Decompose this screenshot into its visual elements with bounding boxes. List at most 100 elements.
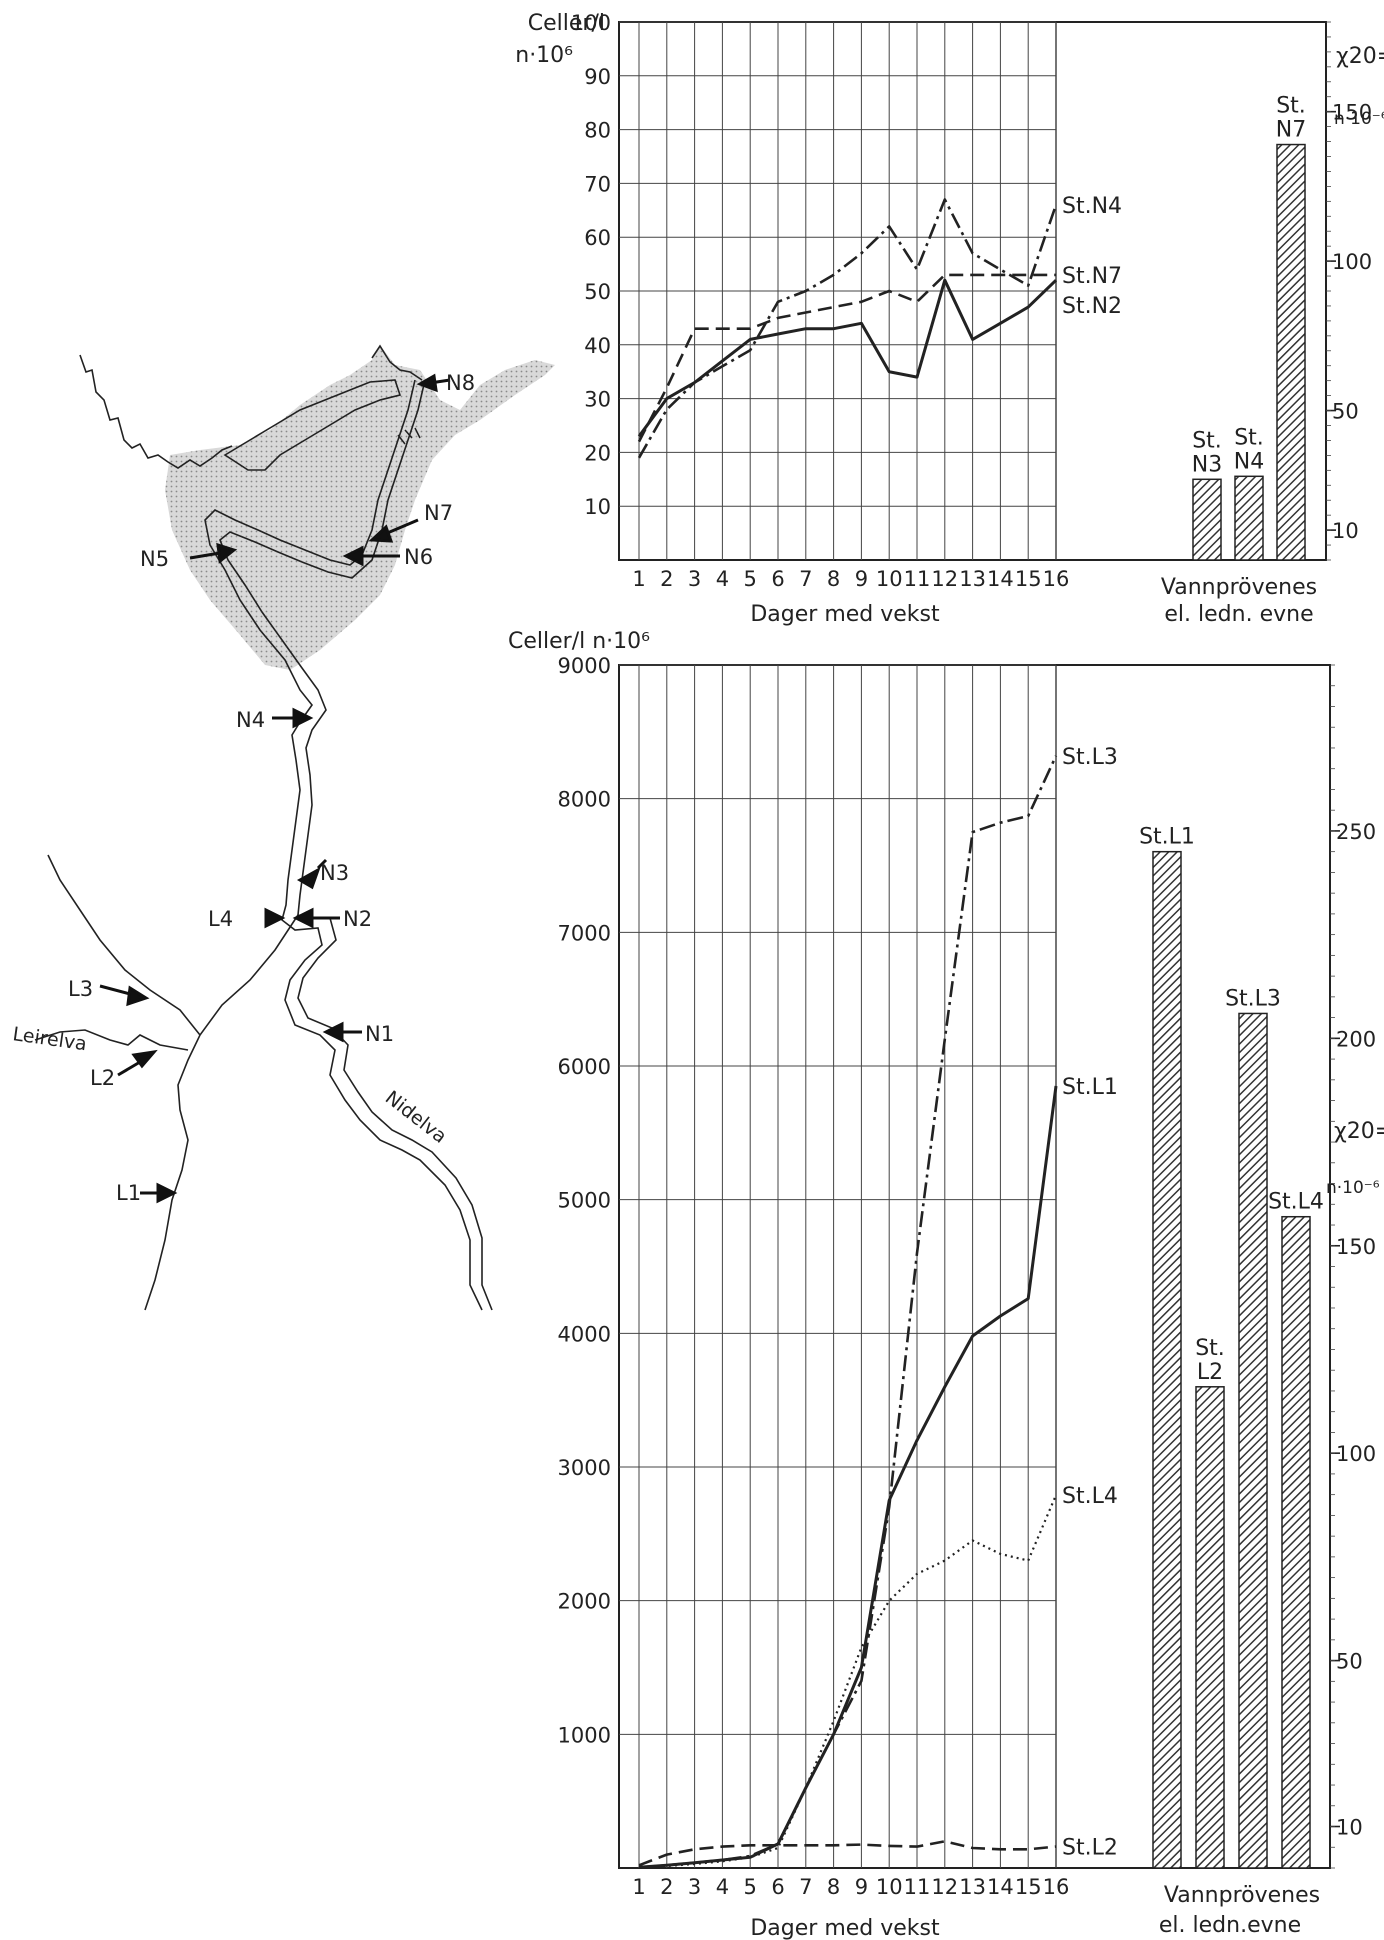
bar-label: L2 <box>1197 1360 1223 1385</box>
right-axis-tick-label: 150 <box>1332 101 1372 125</box>
x-tick-label: 8 <box>827 1875 840 1899</box>
y-tick-label: 8000 <box>558 788 611 812</box>
bar-label: St.L1 <box>1139 825 1195 850</box>
y-tick-label: 6000 <box>558 1055 611 1079</box>
x-tick-label: 14 <box>987 567 1014 591</box>
x-tick-label: 1 <box>632 1875 645 1899</box>
coastline <box>79 344 423 469</box>
right-axis-tick-label: 100 <box>1332 250 1372 274</box>
right-axis-tick-label: 10 <box>1336 1816 1363 1840</box>
series-line <box>637 273 1056 443</box>
y-tick-label: 1000 <box>558 1723 611 1747</box>
bar-label: N4 <box>1234 449 1264 474</box>
top-right-axis-label-line1: χ20= <box>1336 44 1384 69</box>
conductivity-bar <box>1238 1012 1268 1869</box>
series-label: St.L3 <box>1062 745 1118 770</box>
map-station-n7: N7 <box>424 501 453 525</box>
river-map: N8 N7 N6 N5 N4 N3 N2 N1 L4 L3 L2 L1 Leir… <box>11 344 555 1311</box>
y-tick-label: 5000 <box>558 1189 611 1213</box>
y-tick-label: 90 <box>584 65 611 89</box>
y-tick-label: 7000 <box>558 921 611 945</box>
right-axis-tick-label: 50 <box>1336 1650 1363 1674</box>
bar-label: St. <box>1195 1336 1225 1361</box>
conductivity-bar <box>1234 475 1264 561</box>
right-axis-tick-label: 150 <box>1336 1235 1376 1259</box>
series-line <box>637 278 1058 438</box>
series-label: St.L1 <box>1062 1075 1118 1100</box>
map-station-n3: N3 <box>320 861 349 885</box>
series-label: St.N2 <box>1062 294 1122 319</box>
series-label: St.N4 <box>1062 194 1122 219</box>
y-tick-label: 60 <box>584 226 611 250</box>
conductivity-bar <box>1152 850 1182 1869</box>
x-tick-label: 15 <box>1015 1875 1042 1899</box>
x-tick-label: 9 <box>855 1875 868 1899</box>
map-station-n2: N2 <box>343 907 372 931</box>
top-ylabel-line2: n·10⁶ <box>515 43 573 68</box>
x-tick-label: 15 <box>1015 567 1042 591</box>
bar-label: St.L4 <box>1268 1190 1324 1215</box>
map-station-l3: L3 <box>68 977 93 1001</box>
x-tick-label: 4 <box>716 567 729 591</box>
y-tick-label: 2000 <box>558 1590 611 1614</box>
leirelva-river <box>34 854 299 1311</box>
map-river-nidelva: Nidelva <box>381 1087 451 1148</box>
conductivity-bar <box>1195 1386 1225 1869</box>
y-tick-label: 100 <box>571 11 611 35</box>
fjord-shaded-area <box>165 345 555 670</box>
bar-label: St. <box>1276 94 1306 119</box>
x-tick-label: 13 <box>959 567 986 591</box>
right-axis-tick-label: 100 <box>1336 1442 1376 1466</box>
y-tick-label: 70 <box>584 172 611 196</box>
map-station-n6: N6 <box>404 545 433 569</box>
right-axis-tick-label: 10 <box>1332 519 1359 543</box>
series-label: St.L2 <box>1062 1836 1118 1861</box>
series-line <box>638 1840 1057 1867</box>
top-bars-xlabel-line2: el. ledn. evne <box>1164 602 1313 627</box>
y-tick-label: 80 <box>584 119 611 143</box>
x-tick-label: 5 <box>744 1875 757 1899</box>
top-right-axis-label-line2: n·10⁻⁶ <box>1334 109 1384 129</box>
top-bars-xlabel-line1: Vannprövenes <box>1161 575 1317 600</box>
bottom-bars-xlabel-line2: el. ledn.evne <box>1159 1913 1301 1938</box>
map-station-n8: N8 <box>446 371 475 395</box>
x-tick-label: 3 <box>688 567 701 591</box>
bottom-right-axis-label-line1: χ20= <box>1334 1119 1384 1144</box>
x-tick-label: 10 <box>876 1875 903 1899</box>
bottom-ylabel: Celler/l n·10⁶ <box>508 629 650 654</box>
sandbank <box>223 379 402 471</box>
x-tick-label: 6 <box>771 567 784 591</box>
bar-label: N3 <box>1192 452 1222 477</box>
x-tick-label: 2 <box>660 1875 673 1899</box>
conductivity-bar <box>1276 143 1306 561</box>
top-ylabel-line1: Celler/l <box>528 11 605 36</box>
y-tick-label: 4000 <box>558 1322 611 1346</box>
x-tick-label: 16 <box>1043 567 1070 591</box>
right-axis-tick-label: 200 <box>1336 1027 1376 1051</box>
right-axis-tick-label: 50 <box>1332 400 1359 424</box>
map-station-l2: L2 <box>90 1066 115 1090</box>
x-tick-label: 10 <box>876 567 903 591</box>
map-station-n5: N5 <box>140 547 169 571</box>
x-tick-label: 2 <box>660 567 673 591</box>
map-station-l4: L4 <box>208 907 233 931</box>
map-station-n4: N4 <box>236 708 265 732</box>
conductivity-bar <box>1281 1215 1311 1869</box>
bar-label: St.L3 <box>1225 986 1281 1011</box>
x-tick-label: 12 <box>931 567 958 591</box>
x-tick-label: 5 <box>744 567 757 591</box>
bottom-xlabel: Dager med vekst <box>750 1916 940 1940</box>
x-tick-label: 9 <box>855 567 868 591</box>
x-tick-label: 16 <box>1043 1875 1070 1899</box>
harbour-structures <box>397 427 421 445</box>
bar-label: N7 <box>1276 118 1306 143</box>
map-station-l1: L1 <box>116 1181 141 1205</box>
x-tick-label: 4 <box>716 1875 729 1899</box>
x-tick-label: 12 <box>931 1875 958 1899</box>
bottom-bars-xlabel-line1: Vannprövenes <box>1164 1883 1320 1908</box>
x-tick-label: 11 <box>904 567 931 591</box>
top-xlabel: Dager med vekst <box>750 602 940 627</box>
bottom-right-axis-label-line2: n·10⁻⁶ <box>1326 1178 1380 1198</box>
bar-label: St. <box>1234 425 1264 450</box>
